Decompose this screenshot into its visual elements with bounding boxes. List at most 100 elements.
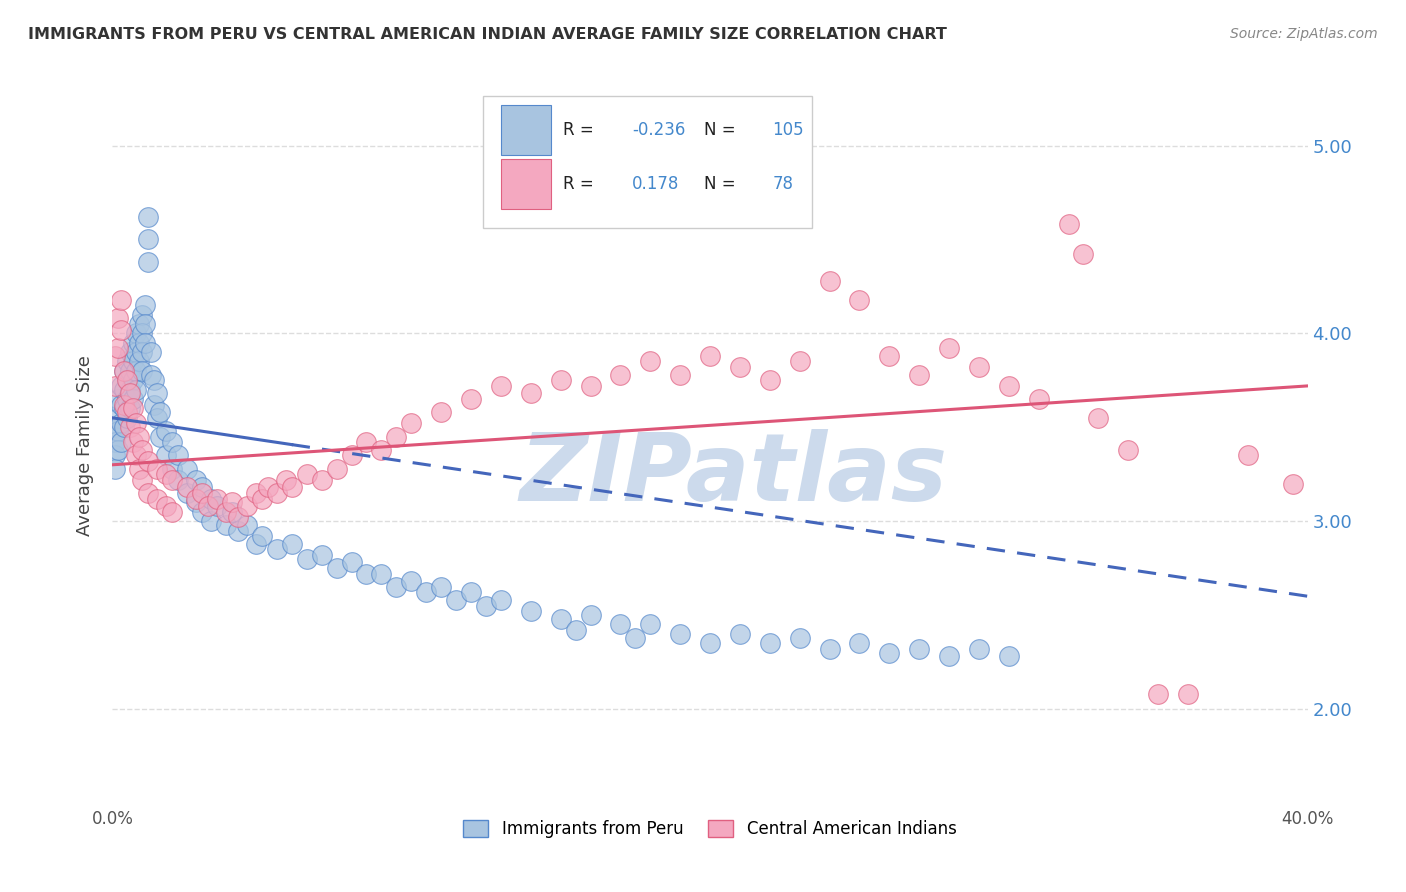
Point (385, 429, 408, 443)
Point (205, 499, 228, 513)
Point (120, 383, 142, 397)
Point (908, 641, 931, 656)
Point (146, 461, 169, 475)
Point (131, 326, 153, 341)
Point (257, 480, 280, 494)
Point (141, 345, 163, 359)
Point (128, 317, 150, 331)
Point (114, 364, 135, 378)
Point (1281, 476, 1303, 491)
Point (122, 373, 145, 387)
Point (122, 354, 145, 368)
Point (520, 386, 543, 401)
Point (848, 636, 870, 650)
Point (107, 342, 129, 356)
Legend: Immigrants from Peru, Central American Indians: Immigrants from Peru, Central American I… (457, 813, 963, 845)
Point (125, 345, 148, 359)
Point (176, 486, 198, 500)
Point (131, 442, 153, 457)
Point (245, 536, 267, 550)
Point (640, 617, 662, 632)
Point (489, 593, 512, 607)
Point (998, 649, 1021, 664)
Point (938, 649, 960, 664)
Point (669, 627, 692, 641)
Point (191, 486, 214, 500)
Point (138, 486, 160, 500)
Point (176, 480, 198, 494)
Point (146, 386, 169, 401)
Point (295, 551, 318, 566)
Point (325, 461, 347, 475)
Point (311, 473, 333, 487)
Point (205, 491, 228, 506)
Point (104, 420, 127, 434)
Point (197, 499, 219, 513)
Point (460, 392, 482, 406)
Point (131, 364, 153, 378)
Point (114, 398, 135, 412)
Point (215, 505, 238, 519)
Point (579, 379, 602, 393)
Text: N =: N = (704, 175, 741, 193)
Point (104, 379, 127, 393)
Point (141, 368, 163, 382)
Point (114, 420, 135, 434)
Point (125, 449, 148, 463)
Bar (501, 105, 551, 155)
Point (122, 401, 145, 416)
Point (162, 505, 183, 519)
Point (1087, 410, 1109, 425)
Point (848, 293, 870, 307)
Point (167, 449, 190, 463)
Point (167, 473, 190, 487)
Point (117, 373, 139, 387)
Point (340, 556, 363, 570)
Point (162, 473, 183, 487)
Text: 0.178: 0.178 (633, 175, 679, 193)
Point (128, 461, 150, 475)
Point (489, 379, 512, 393)
Point (401, 417, 423, 431)
Point (186, 495, 208, 509)
Point (125, 364, 148, 378)
Point (226, 510, 249, 524)
Text: N =: N = (704, 121, 741, 139)
Point (236, 499, 259, 513)
Point (107, 442, 129, 457)
Text: Source: ZipAtlas.com: Source: ZipAtlas.com (1230, 27, 1378, 41)
Point (967, 360, 990, 375)
Point (430, 580, 453, 594)
Point (520, 604, 543, 618)
Point (221, 495, 243, 509)
Point (114, 364, 135, 378)
Point (401, 574, 423, 589)
Point (226, 524, 249, 538)
Point (340, 449, 363, 463)
Point (122, 435, 145, 450)
Point (200, 491, 222, 506)
Point (998, 379, 1021, 393)
Point (125, 326, 148, 341)
Point (609, 617, 631, 632)
Point (1073, 247, 1095, 261)
Point (1028, 392, 1050, 406)
Point (128, 354, 150, 368)
Point (143, 373, 166, 387)
Text: -0.236: -0.236 (633, 121, 686, 139)
Point (789, 631, 811, 645)
Point (640, 354, 662, 368)
Point (191, 505, 214, 519)
Y-axis label: Average Family Size: Average Family Size (76, 356, 94, 536)
Point (200, 514, 222, 528)
Point (186, 491, 208, 506)
Text: ZIPatlas: ZIPatlas (520, 428, 948, 521)
Point (295, 467, 318, 482)
Point (114, 383, 135, 397)
Point (250, 529, 273, 543)
Point (564, 623, 586, 637)
Point (162, 461, 183, 475)
Point (125, 417, 148, 431)
Point (110, 379, 132, 393)
Point (155, 424, 177, 438)
